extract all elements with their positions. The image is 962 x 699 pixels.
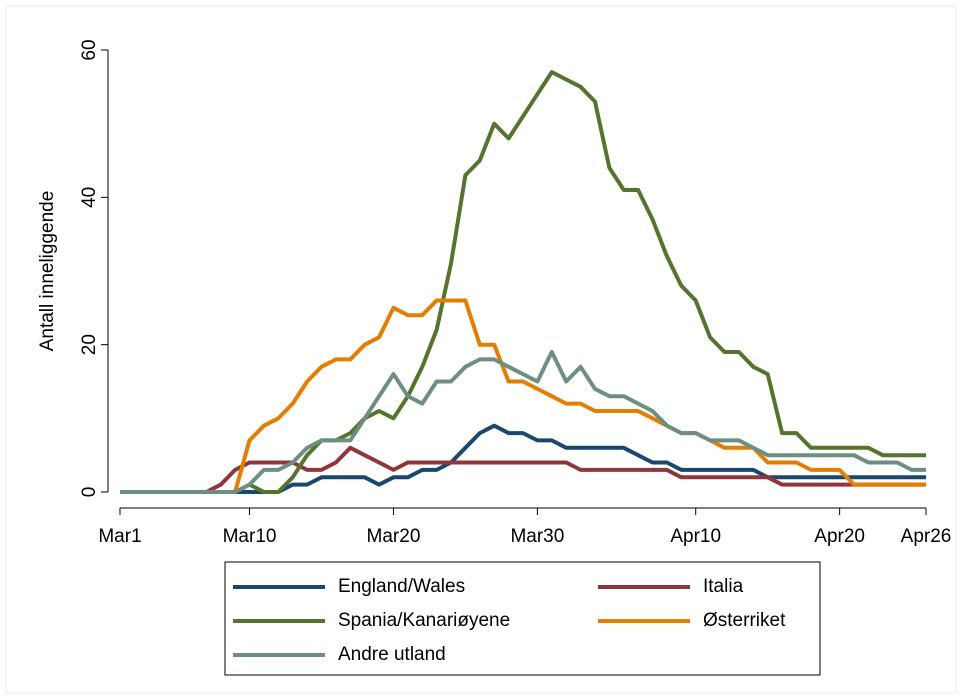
x-tick-label: Mar20 <box>367 526 421 547</box>
legend-label: Østerriket <box>703 610 786 631</box>
y-axis-title: Antall inneliggende <box>37 191 58 352</box>
series-line <box>120 350 926 494</box>
legend-label: Italia <box>703 576 744 597</box>
series-line <box>120 298 926 494</box>
x-tick-label: Mar1 <box>98 526 141 547</box>
legend-label: England/Wales <box>338 576 465 597</box>
x-tick-label: Mar10 <box>223 526 277 547</box>
y-tick-label: 40 <box>79 187 100 208</box>
x-tick-label: Apr10 <box>670 526 721 547</box>
x-tick-label: Apr20 <box>814 526 865 547</box>
y-tick-label: 60 <box>79 39 100 60</box>
x-tick-label: Mar30 <box>510 526 564 547</box>
x-tick-label: Apr26 <box>901 526 952 547</box>
series-line <box>120 423 926 494</box>
series-line <box>120 70 926 494</box>
legend-label: Andre utland <box>338 644 446 665</box>
y-tick-label: 0 <box>79 487 100 498</box>
y-tick-label: 20 <box>79 334 100 355</box>
legend-label: Spania/Kanariøyene <box>338 610 510 631</box>
series-line <box>120 445 926 494</box>
